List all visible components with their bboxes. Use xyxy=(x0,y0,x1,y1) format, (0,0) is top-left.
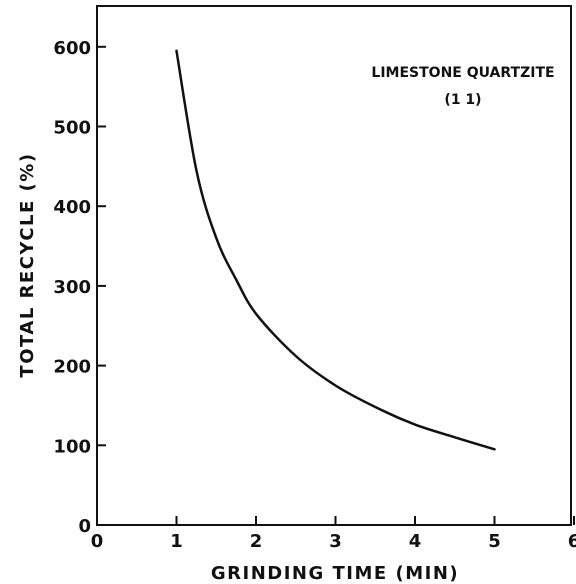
y-tick-label: 300 xyxy=(53,277,91,298)
x-tick-label: 1 xyxy=(170,531,183,552)
x-tick-label: 0 xyxy=(91,531,104,552)
y-tick-label: 100 xyxy=(53,436,91,457)
y-tick-label: 200 xyxy=(53,357,91,378)
annotation-line1: LIMESTONE QUARTZITE xyxy=(371,65,554,81)
x-tick-label: 3 xyxy=(329,531,342,552)
x-tick-label: 2 xyxy=(250,531,263,552)
plot-frame xyxy=(96,5,572,526)
x-axis-ticks: 0 1 2 3 4 5 6 xyxy=(91,516,576,552)
y-axis-ticks: 0 100 200 300 400 500 600 xyxy=(53,38,106,537)
x-axis-title: GRINDING TIME (MIN) xyxy=(211,563,459,584)
series-line xyxy=(175,49,496,451)
x-tick-label: 5 xyxy=(488,531,501,552)
y-tick-label: 600 xyxy=(53,38,91,59)
y-tick-label: 400 xyxy=(53,197,91,218)
y-axis-title: TOTAL RECYCLE (%) xyxy=(17,152,38,377)
x-tick-label: 4 xyxy=(409,531,422,552)
y-tick-label: 0 xyxy=(78,516,91,537)
annotation-line2: (1 1) xyxy=(444,92,481,108)
x-tick-label: 6 xyxy=(568,531,576,552)
y-tick-label: 500 xyxy=(53,118,91,139)
